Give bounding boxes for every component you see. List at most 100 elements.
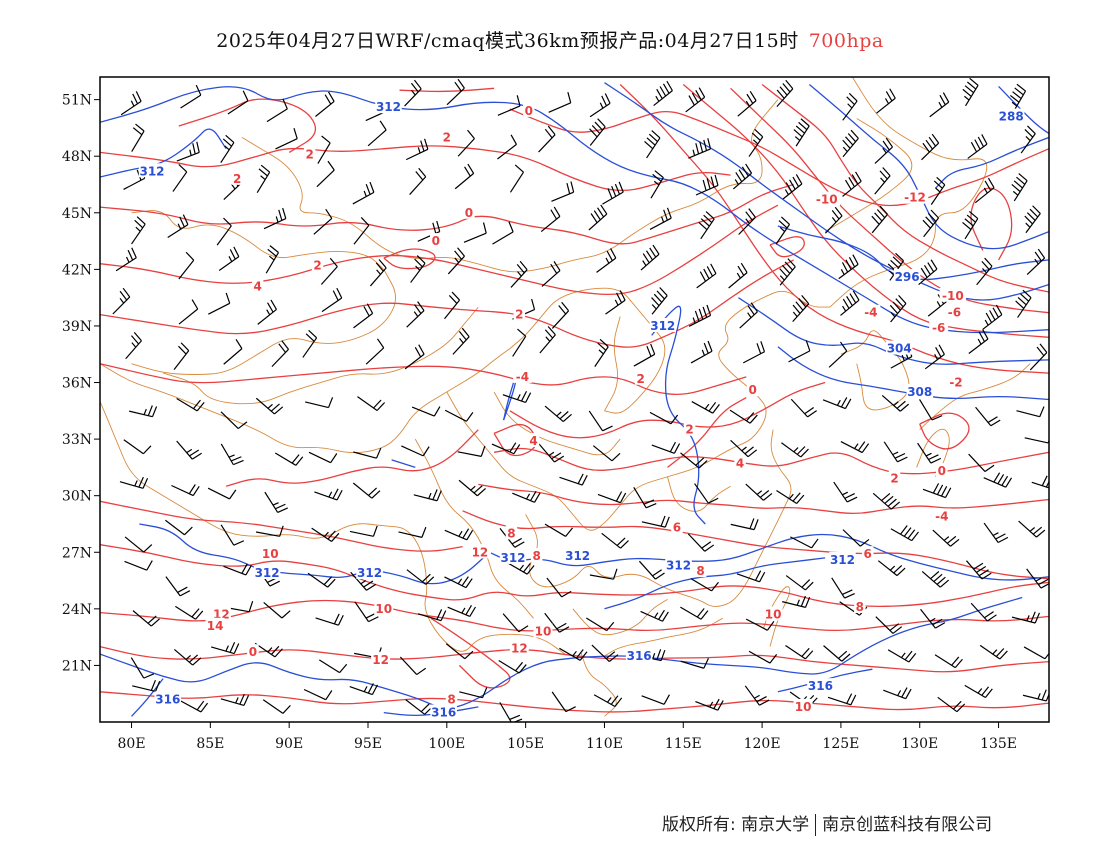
temperature-contour bbox=[769, 236, 805, 258]
wind-barb bbox=[498, 660, 527, 674]
wind-barb bbox=[644, 130, 661, 159]
temperature-contour-label: 2 bbox=[305, 147, 313, 161]
wind-barb bbox=[365, 338, 385, 365]
wind-barb bbox=[649, 207, 672, 230]
wind-barb bbox=[125, 331, 142, 360]
temperature-contour-label: 0 bbox=[465, 206, 473, 220]
contour-label-bg bbox=[375, 99, 402, 114]
wind-barb bbox=[512, 490, 541, 503]
border-line bbox=[604, 617, 723, 657]
height-contour bbox=[100, 596, 1023, 709]
wind-barb bbox=[445, 643, 474, 660]
wind-barb bbox=[458, 479, 486, 497]
temperature-contour-label: -4 bbox=[864, 306, 877, 320]
wind-barb bbox=[446, 78, 465, 106]
contour-label-bg bbox=[813, 191, 840, 206]
contour-label-bg bbox=[463, 204, 475, 219]
wind-barb bbox=[975, 406, 1001, 427]
wind-barb bbox=[589, 93, 611, 118]
wind-barb bbox=[180, 84, 202, 109]
contour-label-bg bbox=[939, 287, 967, 302]
wind-barb bbox=[263, 601, 291, 619]
wind-barb bbox=[730, 518, 759, 531]
wind-barb bbox=[597, 491, 627, 504]
temperature-contour-label: 10 bbox=[262, 547, 279, 561]
wind-barb bbox=[964, 684, 993, 699]
wind-barb bbox=[173, 342, 190, 371]
wind-barb bbox=[548, 92, 572, 113]
wind-barb bbox=[131, 216, 146, 245]
wind-barb bbox=[776, 79, 794, 108]
wind-barb bbox=[1024, 437, 1049, 444]
lat-tick-label: 39N bbox=[62, 319, 92, 335]
wind-barb bbox=[739, 302, 758, 329]
border-line bbox=[100, 401, 566, 655]
contour-label-bg bbox=[430, 233, 442, 248]
province-borders-layer bbox=[100, 77, 1031, 717]
wind-barb bbox=[594, 338, 609, 367]
wind-barb bbox=[263, 207, 287, 230]
temperature-contour bbox=[100, 259, 794, 348]
wind-barb bbox=[271, 340, 290, 368]
wind-barb bbox=[688, 304, 712, 327]
wind-barb bbox=[921, 133, 940, 161]
temperature-contour-label: 12 bbox=[472, 545, 489, 559]
wind-barb bbox=[1024, 205, 1041, 234]
wind-barb bbox=[918, 259, 938, 286]
height-contour bbox=[100, 128, 227, 178]
contour-label-bg bbox=[470, 544, 490, 559]
wind-barb bbox=[1026, 248, 1046, 275]
wind-barb bbox=[316, 160, 335, 188]
wind-barb bbox=[401, 445, 430, 457]
height-contour bbox=[139, 523, 490, 585]
wind-barb bbox=[890, 525, 919, 542]
wind-barb bbox=[132, 679, 161, 692]
wind-barb bbox=[1011, 173, 1028, 202]
height-contour-label: 316 bbox=[155, 692, 180, 706]
wind-barb bbox=[410, 255, 426, 283]
wind-barb bbox=[653, 80, 673, 107]
wind-barb bbox=[696, 263, 717, 289]
wind-barb bbox=[730, 439, 758, 458]
wind-barb bbox=[887, 649, 917, 663]
wind-barb bbox=[934, 654, 963, 669]
wind-barb bbox=[687, 533, 715, 552]
wind-barb bbox=[559, 647, 588, 661]
wind-barb bbox=[640, 609, 669, 622]
wind-barb bbox=[124, 560, 153, 571]
wind-barb bbox=[842, 92, 858, 121]
border-line bbox=[916, 428, 950, 478]
wind-barb bbox=[748, 650, 778, 664]
wind-barb bbox=[745, 483, 773, 501]
border-line bbox=[824, 118, 913, 232]
wind-barb bbox=[1016, 406, 1045, 418]
height-contour-label: 312 bbox=[500, 551, 525, 565]
temperature-contour-label: 0 bbox=[748, 383, 756, 397]
wind-barb bbox=[544, 405, 572, 423]
height-contour-label: 312 bbox=[376, 100, 401, 114]
wind-barb bbox=[983, 522, 1009, 544]
wind-barb bbox=[877, 560, 906, 577]
wind-barb bbox=[538, 443, 565, 463]
wind-barb bbox=[920, 608, 946, 629]
temperature-contour-label: -4 bbox=[516, 370, 529, 384]
temperature-contour bbox=[178, 98, 317, 153]
wind-barb bbox=[641, 515, 670, 528]
temperature-contour-label: 10 bbox=[795, 700, 812, 714]
lat-tick-label: 27N bbox=[62, 545, 92, 561]
wind-barb bbox=[302, 329, 318, 358]
contour-label-bg bbox=[430, 704, 457, 719]
lat-tick-label: 45N bbox=[62, 206, 92, 222]
wind-barb bbox=[785, 575, 814, 591]
wind-barb bbox=[838, 254, 859, 280]
wind-barb bbox=[842, 529, 870, 547]
temperature-contour-label: -4 bbox=[935, 509, 948, 523]
temperature-contour-label: 0 bbox=[938, 464, 946, 478]
wind-barb bbox=[165, 576, 191, 597]
wind-barb bbox=[509, 164, 524, 193]
temperature-contour-label: 8 bbox=[447, 692, 455, 706]
wind-barb bbox=[463, 222, 487, 243]
wind-barb bbox=[932, 529, 960, 547]
wind-barb bbox=[275, 128, 298, 150]
wind-barb bbox=[349, 683, 378, 696]
